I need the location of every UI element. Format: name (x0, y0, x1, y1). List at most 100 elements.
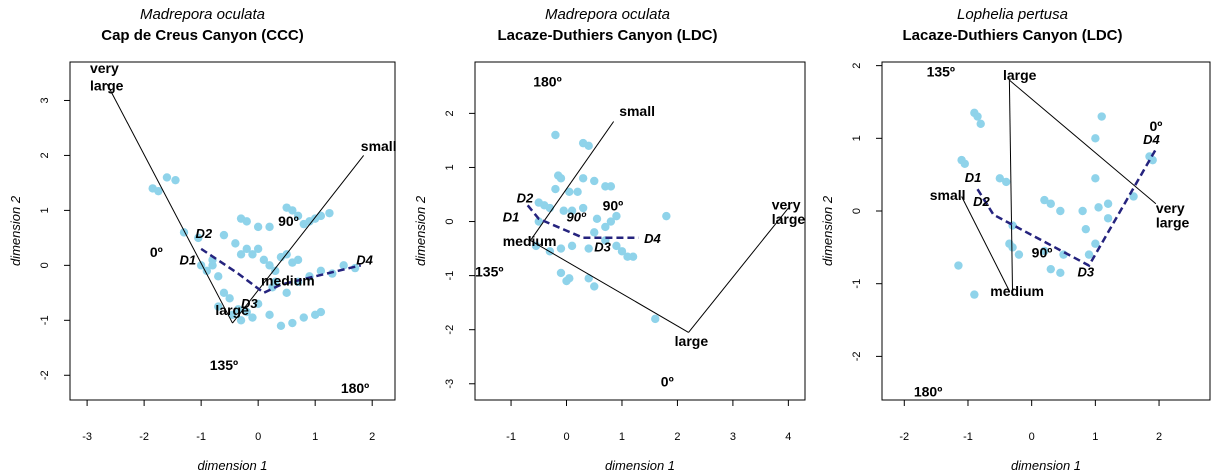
scatter-plot: -3 -2 -1 0 1 2 -2 -1 0 1 2 3 dimension 1 dimension 2 v… (8, 60, 397, 473)
point-label: large (1003, 67, 1037, 83)
data-point (1040, 246, 1049, 256)
x-tick-label: 1 (312, 431, 318, 443)
data-point (253, 299, 263, 309)
x-tick-label: 0 (255, 431, 261, 443)
data-point (970, 290, 979, 299)
data-point (651, 314, 660, 324)
chart-panel-ccc-madrepora: Madrepora oculata Cap de Creus Canyon (C… (0, 0, 405, 475)
data-point (253, 222, 263, 232)
scatter-plot: -1 0 1 2 3 4 -3 -2 -1 0 1 2 dimension 1 dimension 2 18… (413, 61, 806, 473)
data-point (194, 233, 203, 243)
point-label: large (90, 78, 124, 94)
data-point (1094, 203, 1103, 212)
dimension-label: 90º (567, 210, 587, 225)
data-point (236, 250, 246, 259)
data-point (1091, 174, 1100, 183)
chart-panel-ldc-madrepora: Madrepora oculata Lacaze-Duthiers Canyon… (405, 0, 810, 475)
data-point (584, 274, 593, 283)
data-point (559, 206, 568, 215)
data-point (231, 239, 240, 248)
dimension-label: D4 (1143, 132, 1160, 147)
data-point (1014, 250, 1024, 259)
data-point (276, 321, 286, 331)
data-point (584, 141, 593, 151)
data-point (293, 255, 303, 265)
data-point (171, 175, 180, 185)
dimension-label: D3 (1078, 264, 1095, 279)
data-point (1056, 268, 1065, 277)
x-axis-label: dimension 1 (605, 458, 675, 473)
trajectory-line (1008, 80, 1014, 295)
x-tick-label: 2 (1156, 431, 1162, 443)
point-label: medium (261, 273, 315, 289)
data-point (590, 176, 599, 186)
data-point (1129, 192, 1138, 201)
dimension-label: D2 (195, 226, 212, 241)
chart-panel-ldc-lophelia: Lophelia pertusa Lacaze-Duthiers Canyon … (810, 0, 1215, 475)
trajectory-line (232, 155, 365, 324)
x-tick-label: -2 (899, 431, 909, 443)
x-axis-label: dimension 1 (1011, 458, 1081, 473)
dimension-label: D3 (594, 239, 611, 254)
y-tick-label: -2 (39, 370, 51, 380)
data-point (606, 182, 616, 191)
data-point (1091, 239, 1100, 248)
point-label: small (361, 138, 397, 154)
data-point (1103, 214, 1113, 223)
y-tick-label: -1 (444, 271, 456, 281)
x-tick-label: -2 (139, 431, 149, 443)
x-tick-label: 4 (785, 431, 791, 443)
data-point (253, 244, 263, 254)
data-point (567, 206, 577, 215)
y-axis-label: dimension 2 (820, 195, 835, 266)
dimension-label: D1 (965, 170, 982, 185)
point-label: small (930, 187, 966, 203)
data-point (1046, 199, 1055, 208)
data-point (578, 174, 588, 183)
data-point (995, 174, 1005, 183)
point-label: 90º (278, 213, 299, 229)
data-point (248, 313, 257, 322)
data-point (1008, 243, 1017, 252)
x-tick-label: 3 (730, 431, 736, 443)
trajectory-line (688, 207, 789, 333)
data-point (1078, 206, 1087, 216)
data-point (219, 288, 229, 298)
data-point (208, 261, 217, 270)
data-point (556, 268, 566, 278)
x-tick-label: 2 (369, 431, 375, 443)
data-point (228, 310, 237, 320)
data-point (265, 222, 274, 232)
data-point (601, 222, 610, 232)
x-tick-label: -1 (506, 431, 516, 443)
data-point (225, 294, 234, 303)
data-point (259, 255, 269, 265)
point-label: 135º (210, 357, 238, 373)
point-label: large (772, 211, 806, 227)
data-point (293, 211, 303, 221)
dimension-label: D2 (517, 191, 534, 206)
scatter-plot: -2 -1 0 1 2 -2 -1 0 1 2 dimension 1 dimension 2 135º… (820, 61, 1211, 473)
y-tick-label: -2 (444, 325, 456, 335)
data-point (339, 261, 348, 270)
data-point (325, 208, 334, 218)
data-point (551, 184, 560, 194)
data-point (1091, 134, 1100, 143)
data-point (1040, 195, 1049, 205)
x-axis-label: dimension 1 (197, 458, 267, 473)
data-point (612, 211, 621, 221)
data-point (1097, 112, 1106, 121)
dashed-path (200, 247, 362, 295)
point-label: large (1156, 215, 1190, 231)
dimension-label: D2 (973, 194, 990, 209)
y-tick-label: 1 (39, 207, 51, 213)
dimension-label: D3 (241, 296, 258, 311)
data-point (960, 159, 969, 168)
y-axis-label: dimension 2 (413, 195, 428, 266)
data-point (271, 266, 280, 276)
x-tick-label: 0 (563, 431, 569, 443)
y-tick-label: 0 (39, 262, 51, 268)
data-point (316, 307, 326, 317)
data-point (584, 244, 593, 253)
trajectory-line (106, 83, 233, 324)
